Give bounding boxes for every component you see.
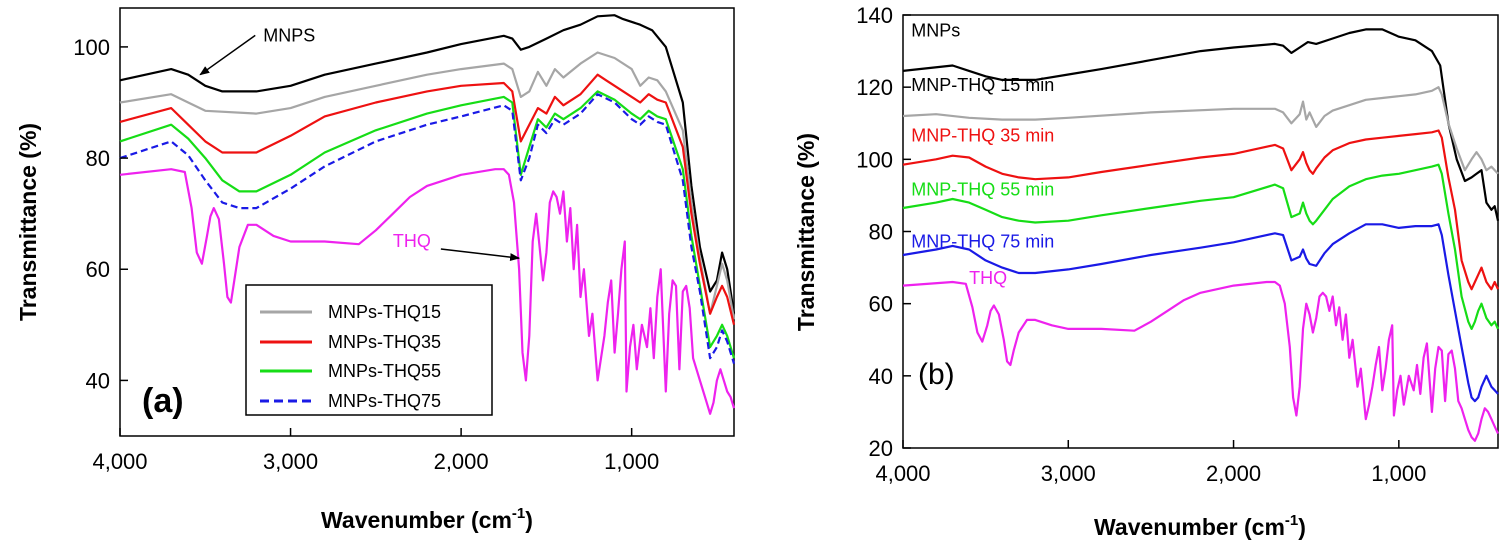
- panel-a-series-mnps: [119, 14, 736, 314]
- panel-b-y-tick-label: 40: [869, 364, 893, 389]
- panel-b-series-mnp-thq-75-min: [902, 223, 1499, 403]
- panel-a-x-label-sup: -1: [512, 505, 525, 522]
- panel-a-series-thq: [119, 168, 736, 415]
- panel-a-x-label-close: ): [525, 507, 533, 533]
- panel-a-series: [119, 14, 736, 415]
- panel-b: 4,000 3,000 2,000 1,000 20 40 60 80 100 120 140 MN…: [793, 3, 1500, 540]
- panel-a-ticks: 4,000 3,000 2,000 1,000 40 60 80 100: [73, 35, 659, 474]
- panel-b-y-tick-label: 140: [856, 3, 893, 28]
- panel-a-x-tick-label: 4,000: [92, 449, 147, 474]
- panel-b-series: [902, 28, 1500, 442]
- panel-b-y-tick-label: 20: [869, 436, 893, 461]
- legend-label-thq75: MNPs-THQ75: [328, 391, 441, 411]
- panel-b-series-label-mnp-thq-35-min: MNP-THQ 35 min: [911, 125, 1054, 145]
- panel-b-y-tick-label: 100: [856, 147, 893, 172]
- panel-b-y-tick-label: 80: [869, 220, 893, 245]
- panel-b-x-label-sup: -1: [1285, 512, 1298, 529]
- panel-b-y-tick-label: 60: [869, 292, 893, 317]
- panel-b-x-tick-label: 4,000: [875, 461, 930, 486]
- panel-b-series-mnp-thq-35-min: [902, 129, 1499, 291]
- panel-a-y-tick-label: 80: [86, 146, 110, 171]
- panel-b-y-axis-label: Transmittance (%): [793, 133, 819, 331]
- panel-a-y-tick-label: 60: [86, 257, 110, 282]
- panel-a-arrow-thq: [440, 248, 521, 262]
- panel-a-series-mnps-thq15: [119, 51, 736, 320]
- panel-b-series-thq: [902, 280, 1499, 442]
- panel-b-x-label-main: Wavenumber (cm: [1094, 514, 1285, 540]
- panel-a-arrow-mnps: [199, 34, 256, 76]
- panel-b-ticks: 4,000 3,000 2,000 1,000 20 40 60 80 100 120 140: [856, 3, 1426, 486]
- panel-b-x-tick-label: 1,000: [1371, 461, 1426, 486]
- legend-label-thq35: MNPs-THQ35: [328, 332, 441, 352]
- panel-a-y-tick-label: 40: [86, 368, 110, 393]
- panel-a-series-mnps-thq55: [119, 90, 736, 359]
- legend-box: [245, 284, 493, 416]
- legend-label-thq15: MNPs-THQ15: [328, 302, 441, 322]
- panel-b-series-labels: MNPs MNP-THQ 15 min MNP-THQ 35 min MNP-THQ …: [911, 21, 1054, 288]
- panel-b-series-mnp-thq-55-min: [902, 163, 1499, 330]
- panel-b-label: (b): [918, 358, 955, 391]
- panel-a-label: (a): [142, 382, 184, 420]
- panel-a-series-mnps-thq35: [119, 73, 736, 326]
- panel-a-annotation-mnps: MNPS: [263, 25, 315, 45]
- panel-b-x-axis-label: Wavenumber (cm-1): [1094, 512, 1306, 540]
- panel-a-annotation-thq: THQ: [393, 231, 431, 251]
- panel-b-series-label-thq: THQ: [969, 268, 1007, 288]
- panel-b-x-tick-label: 3,000: [1041, 461, 1096, 486]
- panel-a-x-tick-label: 2,000: [434, 449, 489, 474]
- panel-a-y-axis-label: Transmittance (%): [15, 123, 41, 321]
- panel-b-series-label-mnps: MNPs: [911, 21, 960, 41]
- panel-b-series-mnps: [902, 28, 1500, 221]
- panel-a-annotations: MNPS THQ: [199, 25, 521, 262]
- panel-b-frame: [902, 14, 1499, 449]
- legend-label-thq55: MNPs-THQ55: [328, 361, 441, 381]
- panel-a: 4,000 3,000 2,000 1,000 40 60 80 100 MNPS THQ MN…: [15, 7, 736, 533]
- panel-b-x-tick-label: 2,000: [1206, 461, 1261, 486]
- panel-a-x-label-main: Wavenumber (cm: [321, 507, 512, 533]
- panel-a-x-tick-label: 3,000: [263, 449, 318, 474]
- panel-b-series-label-mnp-thq-15-min: MNP-THQ 15 min: [911, 75, 1054, 95]
- panel-a-legend: MNPs-THQ15 MNPs-THQ35 MNPs-THQ55 MNPs-TH…: [245, 284, 493, 416]
- panel-b-series-mnp-thq-15-min: [902, 86, 1499, 175]
- panel-b-series-label-mnp-thq-55-min: MNP-THQ 55 min: [911, 179, 1054, 199]
- panel-a-x-axis-label: Wavenumber (cm-1): [321, 505, 533, 533]
- panel-b-series-label-mnp-thq-75-min: MNP-THQ 75 min: [911, 232, 1054, 252]
- panel-b-y-tick-label: 120: [856, 75, 893, 100]
- panel-a-x-tick-label: 1,000: [604, 449, 659, 474]
- panel-a-y-tick-label: 100: [73, 35, 110, 60]
- panel-a-series-mnps-thq75: [119, 93, 736, 365]
- panel-b-x-label-close: ): [1298, 514, 1306, 540]
